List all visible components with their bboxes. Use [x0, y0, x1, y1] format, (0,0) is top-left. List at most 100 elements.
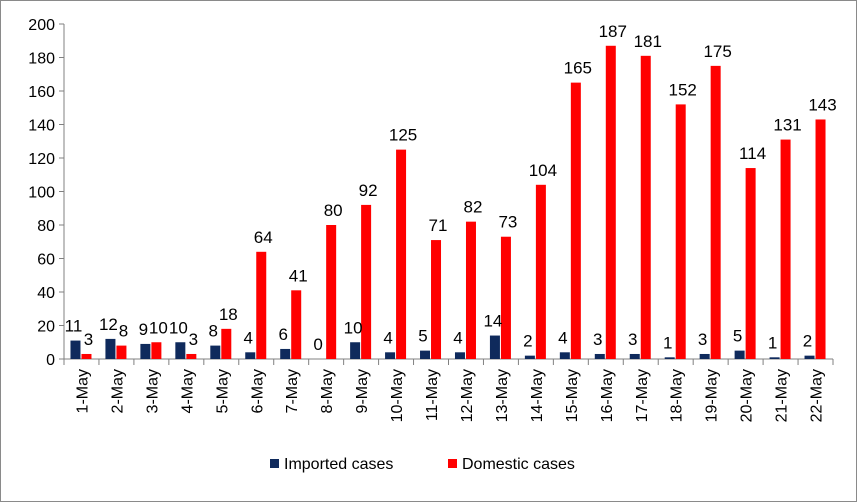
- data-label-domestic-cases: 92: [359, 181, 378, 200]
- bar-imported-cases: [769, 357, 780, 359]
- bar-domestic-cases: [605, 45, 616, 360]
- bar-domestic-cases: [256, 251, 267, 359]
- data-label-domestic-cases: 73: [498, 213, 517, 232]
- x-tick-label: 10-May: [389, 369, 406, 422]
- x-tick-label: 9-May: [354, 369, 371, 413]
- x-tick-label: 2-May: [109, 369, 126, 413]
- bar-domestic-cases: [186, 353, 197, 359]
- legend-swatch-imported-cases: [270, 459, 279, 468]
- data-label-imported-cases: 5: [733, 327, 742, 346]
- x-tick-label: 19-May: [704, 369, 721, 422]
- data-label-imported-cases: 11: [65, 317, 83, 336]
- bar-imported-cases: [175, 342, 186, 359]
- legend-label-imported-cases: Imported cases: [284, 456, 393, 473]
- data-label-domestic-cases: 71: [429, 216, 448, 235]
- y-tick-label: 140: [28, 118, 55, 135]
- bar-imported-cases: [280, 348, 291, 359]
- bar-imported-cases: [664, 357, 675, 359]
- bar-domestic-cases: [535, 184, 546, 359]
- x-tick-label: 17-May: [634, 369, 651, 422]
- bar-imported-cases: [454, 352, 465, 359]
- data-label-imported-cases: 3: [593, 330, 602, 349]
- bar-domestic-cases: [640, 55, 651, 359]
- bar-domestic-cases: [465, 221, 476, 359]
- data-label-imported-cases: 3: [698, 330, 707, 349]
- y-tick-label: 0: [46, 352, 55, 369]
- y-tick-label: 60: [37, 252, 55, 269]
- x-tick-label: 3-May: [144, 369, 161, 413]
- data-label-imported-cases: 3: [628, 330, 637, 349]
- data-label-domestic-cases: 80: [324, 201, 343, 220]
- bar-domestic-cases: [745, 168, 756, 359]
- data-label-domestic-cases: 131: [773, 116, 801, 135]
- y-tick-label: 100: [28, 185, 55, 202]
- data-label-domestic-cases: 114: [739, 144, 766, 163]
- bar-domestic-cases: [780, 139, 791, 359]
- y-tick-label: 20: [37, 319, 55, 336]
- bar-imported-cases: [559, 352, 570, 359]
- bar-imported-cases: [140, 343, 151, 359]
- data-label-domestic-cases: 82: [464, 198, 483, 217]
- bar-domestic-cases: [361, 204, 372, 359]
- x-tick-label: 21-May: [774, 369, 791, 422]
- x-tick-label: 5-May: [214, 369, 231, 413]
- x-tick-label: 16-May: [599, 369, 616, 422]
- y-tick-label: 120: [28, 151, 55, 168]
- data-label-domestic-cases: 181: [634, 32, 662, 51]
- x-tick-label: 20-May: [739, 369, 756, 422]
- y-tick-label: 160: [28, 84, 55, 101]
- bar-imported-cases: [245, 352, 256, 359]
- data-label-imported-cases: 4: [244, 328, 253, 347]
- bar-domestic-cases: [710, 65, 721, 359]
- data-label-imported-cases: 14: [483, 312, 502, 331]
- data-label-imported-cases: 12: [99, 315, 118, 334]
- bar-imported-cases: [489, 335, 500, 359]
- data-label-imported-cases: 1: [768, 333, 777, 352]
- bar-imported-cases: [350, 342, 361, 359]
- y-tick-label: 80: [37, 218, 55, 235]
- bars: [70, 45, 826, 360]
- legend-swatch-domestic-cases: [448, 459, 457, 468]
- bar-imported-cases: [629, 353, 640, 359]
- data-label-imported-cases: 6: [278, 325, 287, 344]
- data-label-domestic-cases: 8: [119, 322, 128, 341]
- x-tick-label: 11-May: [424, 369, 441, 421]
- bar-domestic-cases: [81, 353, 92, 359]
- data-label-imported-cases: 2: [803, 332, 812, 351]
- x-tick-label: 4-May: [179, 369, 196, 413]
- data-label-domestic-cases: 104: [529, 161, 557, 180]
- data-label-imported-cases: 8: [209, 322, 218, 341]
- data-label-imported-cases: 10: [169, 318, 188, 337]
- x-tick-label: 15-May: [564, 369, 581, 422]
- bar-domestic-cases: [151, 342, 162, 359]
- data-label-domestic-cases: 18: [219, 305, 238, 324]
- y-tick-label: 40: [37, 285, 55, 302]
- bar-domestic-cases: [815, 119, 826, 359]
- x-tick-label: 18-May: [669, 369, 686, 422]
- bar-domestic-cases: [326, 225, 337, 359]
- x-tick-label: 22-May: [809, 369, 826, 422]
- bar-imported-cases: [734, 350, 745, 359]
- bar-imported-cases: [524, 355, 535, 359]
- data-label-imported-cases: 4: [453, 328, 462, 347]
- bar-domestic-cases: [500, 236, 511, 359]
- bar-imported-cases: [804, 355, 815, 359]
- data-label-domestic-cases: 125: [389, 126, 417, 145]
- data-label-imported-cases: 9: [139, 320, 148, 339]
- x-tick-label: 6-May: [249, 369, 266, 413]
- legend: Imported cases Domestic cases: [270, 456, 575, 473]
- data-label-domestic-cases: 3: [189, 330, 198, 349]
- bar-domestic-cases: [116, 345, 127, 359]
- data-label-domestic-cases: 152: [669, 80, 697, 99]
- bar-imported-cases: [385, 352, 396, 359]
- bar-domestic-cases: [570, 82, 581, 359]
- data-label-domestic-cases: 175: [703, 42, 731, 61]
- data-label-imported-cases: 2: [523, 332, 532, 351]
- data-label-domestic-cases: 41: [289, 266, 308, 285]
- data-label-domestic-cases: 64: [254, 228, 273, 247]
- data-label-imported-cases: 4: [558, 328, 567, 347]
- bar-imported-cases: [699, 353, 710, 359]
- x-tick-label: 12-May: [459, 369, 476, 422]
- y-tick-label: 200: [28, 17, 55, 34]
